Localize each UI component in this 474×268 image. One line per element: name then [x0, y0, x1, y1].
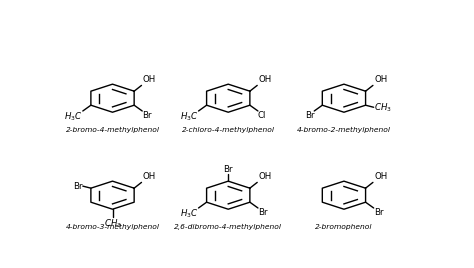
Text: $CH_3$: $CH_3$	[374, 101, 392, 114]
Text: OH: OH	[258, 172, 272, 181]
Text: $H_3C$: $H_3C$	[64, 111, 83, 124]
Text: $H_3C$: $H_3C$	[180, 208, 199, 221]
Text: Br: Br	[258, 208, 267, 217]
Text: $CH_3$: $CH_3$	[104, 217, 121, 230]
Text: 2,6-dibromo-4-methylphenol: 2,6-dibromo-4-methylphenol	[174, 224, 282, 230]
Text: 4-bromo-3-methylphenol: 4-bromo-3-methylphenol	[65, 224, 160, 230]
Text: OH: OH	[374, 75, 387, 84]
Text: OH: OH	[374, 172, 387, 181]
Text: OH: OH	[258, 75, 272, 84]
Text: Cl: Cl	[258, 111, 266, 120]
Text: 2-chloro-4-methylphenol: 2-chloro-4-methylphenol	[182, 127, 275, 133]
Text: Br: Br	[374, 208, 383, 217]
Text: OH: OH	[143, 172, 156, 181]
Text: Br: Br	[223, 165, 233, 174]
Text: 2-bromophenol: 2-bromophenol	[315, 224, 373, 230]
Text: Br: Br	[73, 182, 83, 191]
Text: 4-bromo-2-methylphenol: 4-bromo-2-methylphenol	[297, 127, 391, 133]
Text: OH: OH	[143, 75, 156, 84]
Text: $H_3C$: $H_3C$	[180, 111, 199, 124]
Text: Br: Br	[142, 111, 152, 120]
Text: 2-bromo-4-methylphenol: 2-bromo-4-methylphenol	[65, 127, 160, 133]
Text: Br: Br	[305, 111, 314, 120]
